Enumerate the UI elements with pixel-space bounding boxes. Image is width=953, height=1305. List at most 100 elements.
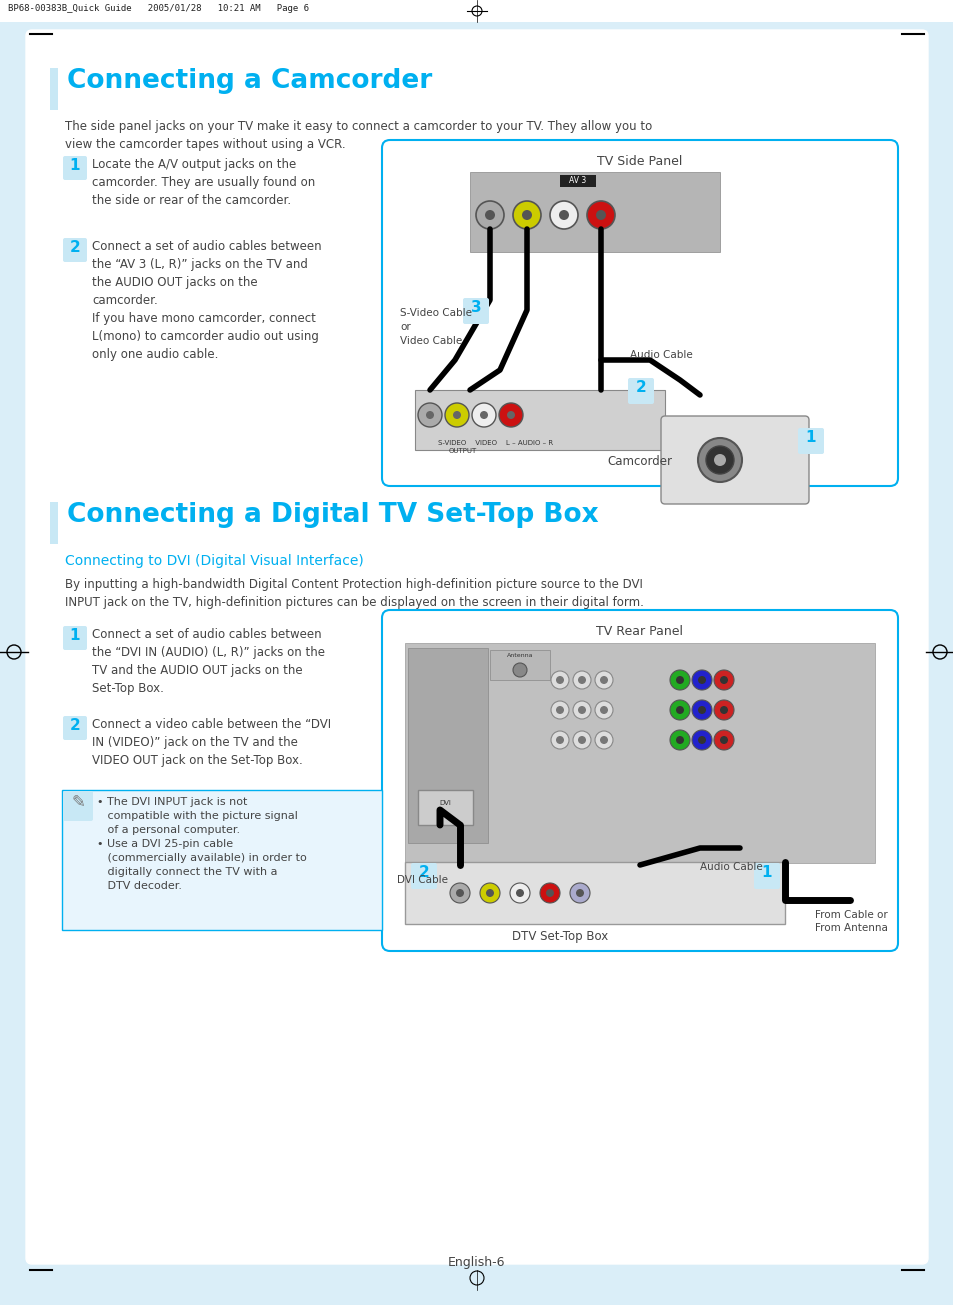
Text: S-Video Cable: S-Video Cable [399, 308, 472, 318]
Circle shape [556, 706, 563, 714]
Circle shape [506, 411, 515, 419]
Circle shape [599, 706, 607, 714]
FancyBboxPatch shape [753, 863, 780, 889]
Circle shape [698, 706, 705, 714]
Text: AV 3: AV 3 [569, 176, 586, 185]
Text: By inputting a high-bandwidth Digital Content Protection high-definition picture: By inputting a high-bandwidth Digital Co… [65, 578, 643, 609]
Circle shape [556, 736, 563, 744]
FancyBboxPatch shape [0, 0, 953, 22]
Text: 2: 2 [70, 718, 80, 733]
Circle shape [669, 699, 689, 720]
Circle shape [705, 446, 733, 474]
Circle shape [450, 883, 470, 903]
FancyBboxPatch shape [26, 30, 927, 1265]
Text: From Cable or
From Antenna: From Cable or From Antenna [814, 910, 887, 933]
Text: Antenna: Antenna [506, 652, 533, 658]
FancyBboxPatch shape [415, 390, 664, 450]
Circle shape [569, 883, 589, 903]
FancyBboxPatch shape [405, 643, 874, 863]
Circle shape [698, 676, 705, 684]
Circle shape [578, 736, 585, 744]
Text: 3: 3 [470, 300, 481, 315]
Circle shape [513, 663, 526, 677]
Circle shape [691, 669, 711, 690]
Circle shape [599, 676, 607, 684]
Circle shape [720, 736, 727, 744]
Circle shape [669, 729, 689, 750]
Circle shape [476, 201, 503, 228]
Circle shape [539, 883, 559, 903]
FancyBboxPatch shape [627, 378, 654, 405]
FancyBboxPatch shape [63, 716, 87, 740]
FancyBboxPatch shape [411, 863, 436, 889]
Circle shape [558, 210, 568, 221]
Circle shape [595, 671, 613, 689]
Circle shape [596, 210, 605, 221]
Text: English-6: English-6 [448, 1255, 505, 1268]
Circle shape [417, 403, 441, 427]
Circle shape [479, 883, 499, 903]
FancyBboxPatch shape [50, 502, 58, 544]
Text: Connecting a Digital TV Set-Top Box: Connecting a Digital TV Set-Top Box [67, 502, 598, 529]
Circle shape [573, 671, 590, 689]
Text: 2: 2 [70, 240, 80, 254]
Text: DVI: DVI [438, 800, 451, 806]
Text: Audio Cable: Audio Cable [629, 350, 692, 360]
Text: Connecting a Camcorder: Connecting a Camcorder [67, 68, 432, 94]
Circle shape [691, 699, 711, 720]
Text: Connect a set of audio cables between
the “DVI IN (AUDIO) (L, R)” jacks on the
T: Connect a set of audio cables between th… [91, 628, 325, 696]
Circle shape [595, 731, 613, 749]
Text: Connect a set of audio cables between
the “AV 3 (L, R)” jacks on the TV and
the : Connect a set of audio cables between th… [91, 240, 321, 361]
Circle shape [484, 210, 495, 221]
FancyBboxPatch shape [470, 172, 720, 252]
Text: S-VIDEO    VIDEO    L – AUDIO – R: S-VIDEO VIDEO L – AUDIO – R [437, 440, 553, 446]
Circle shape [521, 210, 532, 221]
Text: Camcorder: Camcorder [607, 455, 672, 468]
Circle shape [426, 411, 434, 419]
Circle shape [456, 889, 463, 897]
Circle shape [595, 701, 613, 719]
Text: 1: 1 [805, 431, 816, 445]
FancyBboxPatch shape [381, 609, 897, 951]
FancyBboxPatch shape [405, 863, 784, 924]
FancyBboxPatch shape [63, 157, 87, 180]
Circle shape [676, 676, 683, 684]
Circle shape [551, 731, 568, 749]
Text: Audio Cable: Audio Cable [700, 863, 762, 872]
FancyBboxPatch shape [50, 68, 58, 110]
Circle shape [713, 454, 725, 466]
Text: BP68-00383B_Quick Guide   2005/01/28   10:21 AM   Page 6: BP68-00383B_Quick Guide 2005/01/28 10:21… [8, 4, 309, 13]
Circle shape [545, 889, 554, 897]
Text: 1: 1 [70, 628, 80, 643]
Circle shape [691, 729, 711, 750]
FancyBboxPatch shape [62, 790, 381, 930]
Circle shape [551, 701, 568, 719]
Circle shape [453, 411, 460, 419]
Circle shape [550, 201, 578, 228]
Circle shape [510, 883, 530, 903]
FancyBboxPatch shape [408, 649, 488, 843]
Circle shape [551, 671, 568, 689]
Circle shape [556, 676, 563, 684]
FancyBboxPatch shape [559, 175, 596, 187]
Circle shape [713, 699, 733, 720]
Circle shape [720, 676, 727, 684]
FancyBboxPatch shape [490, 650, 550, 680]
Circle shape [586, 201, 615, 228]
Circle shape [720, 706, 727, 714]
Text: or: or [399, 322, 411, 331]
Circle shape [599, 736, 607, 744]
Circle shape [698, 438, 741, 482]
Circle shape [472, 403, 496, 427]
Circle shape [444, 403, 469, 427]
Text: DVI Cable: DVI Cable [396, 874, 448, 885]
Text: 2: 2 [635, 380, 646, 395]
Circle shape [498, 403, 522, 427]
FancyBboxPatch shape [660, 416, 808, 504]
Text: TV Rear Panel: TV Rear Panel [596, 625, 682, 638]
Text: Video Cable: Video Cable [399, 335, 462, 346]
Circle shape [669, 669, 689, 690]
Text: • The DVI INPUT jack is not
   compatible with the picture signal
   of a person: • The DVI INPUT jack is not compatible w… [97, 797, 307, 891]
Text: 1: 1 [760, 865, 771, 880]
Text: DTV Set-Top Box: DTV Set-Top Box [512, 930, 607, 944]
